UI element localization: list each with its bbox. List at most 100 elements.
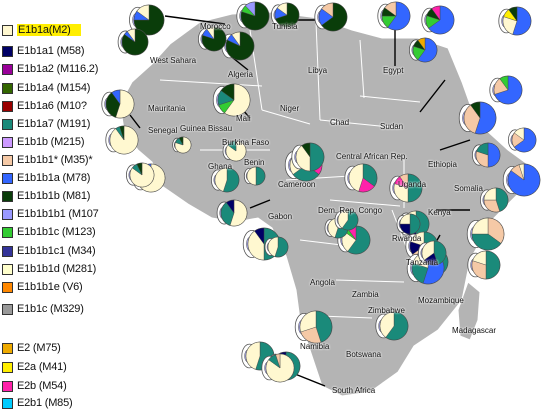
pie-slice bbox=[499, 75, 509, 91]
pie-mozambique-1 bbox=[417, 240, 447, 266]
pie-slice bbox=[487, 142, 501, 168]
pie-slice bbox=[247, 230, 265, 261]
madagascar-landmass bbox=[457, 281, 481, 341]
country-label-mauritania: Mauritania bbox=[148, 104, 186, 113]
country-label-benin: Benin bbox=[244, 158, 265, 167]
legend-item: E1b1a7 (M191) bbox=[2, 117, 90, 131]
legend-swatch bbox=[2, 172, 13, 184]
legend-item: E1b1b1* (M35)* bbox=[2, 153, 93, 167]
pie-egypt-4 bbox=[498, 6, 532, 36]
country-label-gabon: Gabon bbox=[268, 212, 293, 221]
pie-slice bbox=[292, 164, 320, 182]
pie-slice bbox=[471, 217, 489, 235]
pie-slice bbox=[136, 162, 143, 176]
legend-label: E1b1a4 (M154) bbox=[17, 82, 91, 94]
pie-slice bbox=[483, 187, 497, 201]
legend-item: E1b1a(M2) bbox=[2, 23, 81, 37]
pie-slice bbox=[255, 166, 266, 186]
pie-zambia-1 bbox=[334, 209, 359, 231]
pie-slice bbox=[431, 5, 441, 21]
pie-rwanda-1 bbox=[396, 213, 421, 235]
country-label-egypt: Egypt bbox=[383, 66, 404, 75]
arrow-gabon bbox=[249, 199, 271, 209]
pie-slice bbox=[224, 83, 251, 117]
pie-mauritania-1 bbox=[101, 89, 135, 119]
pie-slice bbox=[223, 167, 240, 193]
pie-slice bbox=[399, 173, 409, 189]
pie-slice bbox=[421, 240, 435, 261]
country-label-angola: Angola bbox=[310, 278, 335, 287]
pie-slice bbox=[115, 89, 135, 119]
pie-slice bbox=[362, 163, 378, 187]
pie-slice bbox=[409, 213, 421, 235]
pie-slice bbox=[433, 240, 447, 265]
legend-swatch bbox=[2, 263, 13, 275]
legend-item: E1b1b1a (M78) bbox=[2, 171, 90, 185]
country-label-zimbabwe: Zimbabwe bbox=[368, 306, 405, 315]
legend-label: E2a (M41) bbox=[17, 361, 67, 373]
country-label-algeria: Algeria bbox=[228, 70, 253, 79]
pie-slice bbox=[512, 6, 532, 36]
pie-slice bbox=[387, 1, 411, 31]
pie-tunisia-2 bbox=[270, 2, 300, 28]
pie-kenya-1 bbox=[466, 217, 505, 251]
pie-slice bbox=[315, 310, 333, 343]
pie-slice bbox=[348, 163, 364, 192]
country-label-burkina-faso: Burkina Faso bbox=[222, 138, 270, 147]
country-label-rwanda: Rwanda bbox=[392, 234, 422, 243]
legend-swatch bbox=[2, 208, 13, 220]
legend-label: E2 (M75) bbox=[17, 342, 61, 354]
pie-west-sahara-1 bbox=[117, 28, 149, 56]
legend-swatch bbox=[2, 82, 13, 94]
arrow-morocco bbox=[164, 15, 226, 25]
legend-swatch bbox=[2, 226, 13, 238]
country-label-mozambique: Mozambique bbox=[418, 296, 464, 305]
pie-slice bbox=[471, 233, 502, 251]
country-label-namibia: Namibia bbox=[300, 342, 330, 351]
legend-label: E1b1b1c (M123) bbox=[17, 226, 96, 238]
legend-item: E1b1b1e (V6) bbox=[2, 280, 83, 294]
pie-slice bbox=[220, 202, 235, 226]
pie-slice bbox=[379, 311, 395, 338]
pie-slice bbox=[119, 125, 125, 141]
legend-swatch bbox=[2, 45, 13, 57]
country-label-guinea-bissau: Guinea Bissau bbox=[180, 124, 233, 133]
pie-morocco-2 bbox=[236, 1, 270, 31]
country-label-car: Central African Rep. bbox=[336, 152, 408, 161]
country-label-niger: Niger bbox=[280, 104, 300, 113]
pie-senegal-1 bbox=[105, 125, 139, 155]
legend-swatch bbox=[2, 281, 13, 293]
arrow-senegal bbox=[129, 114, 141, 129]
pie-mali-1 bbox=[212, 83, 251, 117]
pie-algeria-1 bbox=[197, 26, 227, 52]
pie-slice bbox=[301, 142, 311, 158]
legend-label: E2b1 (M85) bbox=[17, 397, 73, 409]
pie-ethiopia-1 bbox=[458, 101, 497, 135]
pie-slice bbox=[309, 142, 325, 172]
country-label-kenya: Kenya bbox=[428, 208, 451, 217]
legend-label: E1b1b1b (M81) bbox=[17, 190, 91, 202]
pie-slice bbox=[494, 75, 523, 105]
arrow-sudan bbox=[419, 79, 446, 113]
legend-swatch bbox=[2, 136, 13, 148]
pie-slice bbox=[111, 89, 121, 105]
pie-slice bbox=[267, 236, 279, 257]
country-label-libya: Libya bbox=[308, 66, 328, 75]
pie-slice bbox=[485, 250, 501, 280]
legend-item: E1b1a1 (M58) bbox=[2, 44, 85, 58]
legend-label: E1b1a(M2) bbox=[17, 24, 81, 36]
country-label-ghana: Ghana bbox=[208, 162, 233, 171]
pie-ethiopia-2 bbox=[471, 142, 501, 168]
pie-slice bbox=[341, 209, 359, 231]
pie-kenya-2 bbox=[479, 187, 509, 213]
pie-zimbabwe-1 bbox=[375, 311, 409, 341]
legend-swatch bbox=[2, 100, 13, 112]
pie-slice bbox=[384, 1, 397, 17]
pie-slice bbox=[463, 104, 481, 134]
pie-slice bbox=[225, 31, 255, 61]
legend-item: E1b1b1b1 (M107 bbox=[2, 207, 99, 221]
pie-slice bbox=[471, 260, 487, 280]
pie-slice bbox=[470, 101, 481, 119]
legend-label: E1b1b1e (V6) bbox=[17, 281, 83, 293]
pie-slice bbox=[206, 26, 215, 40]
